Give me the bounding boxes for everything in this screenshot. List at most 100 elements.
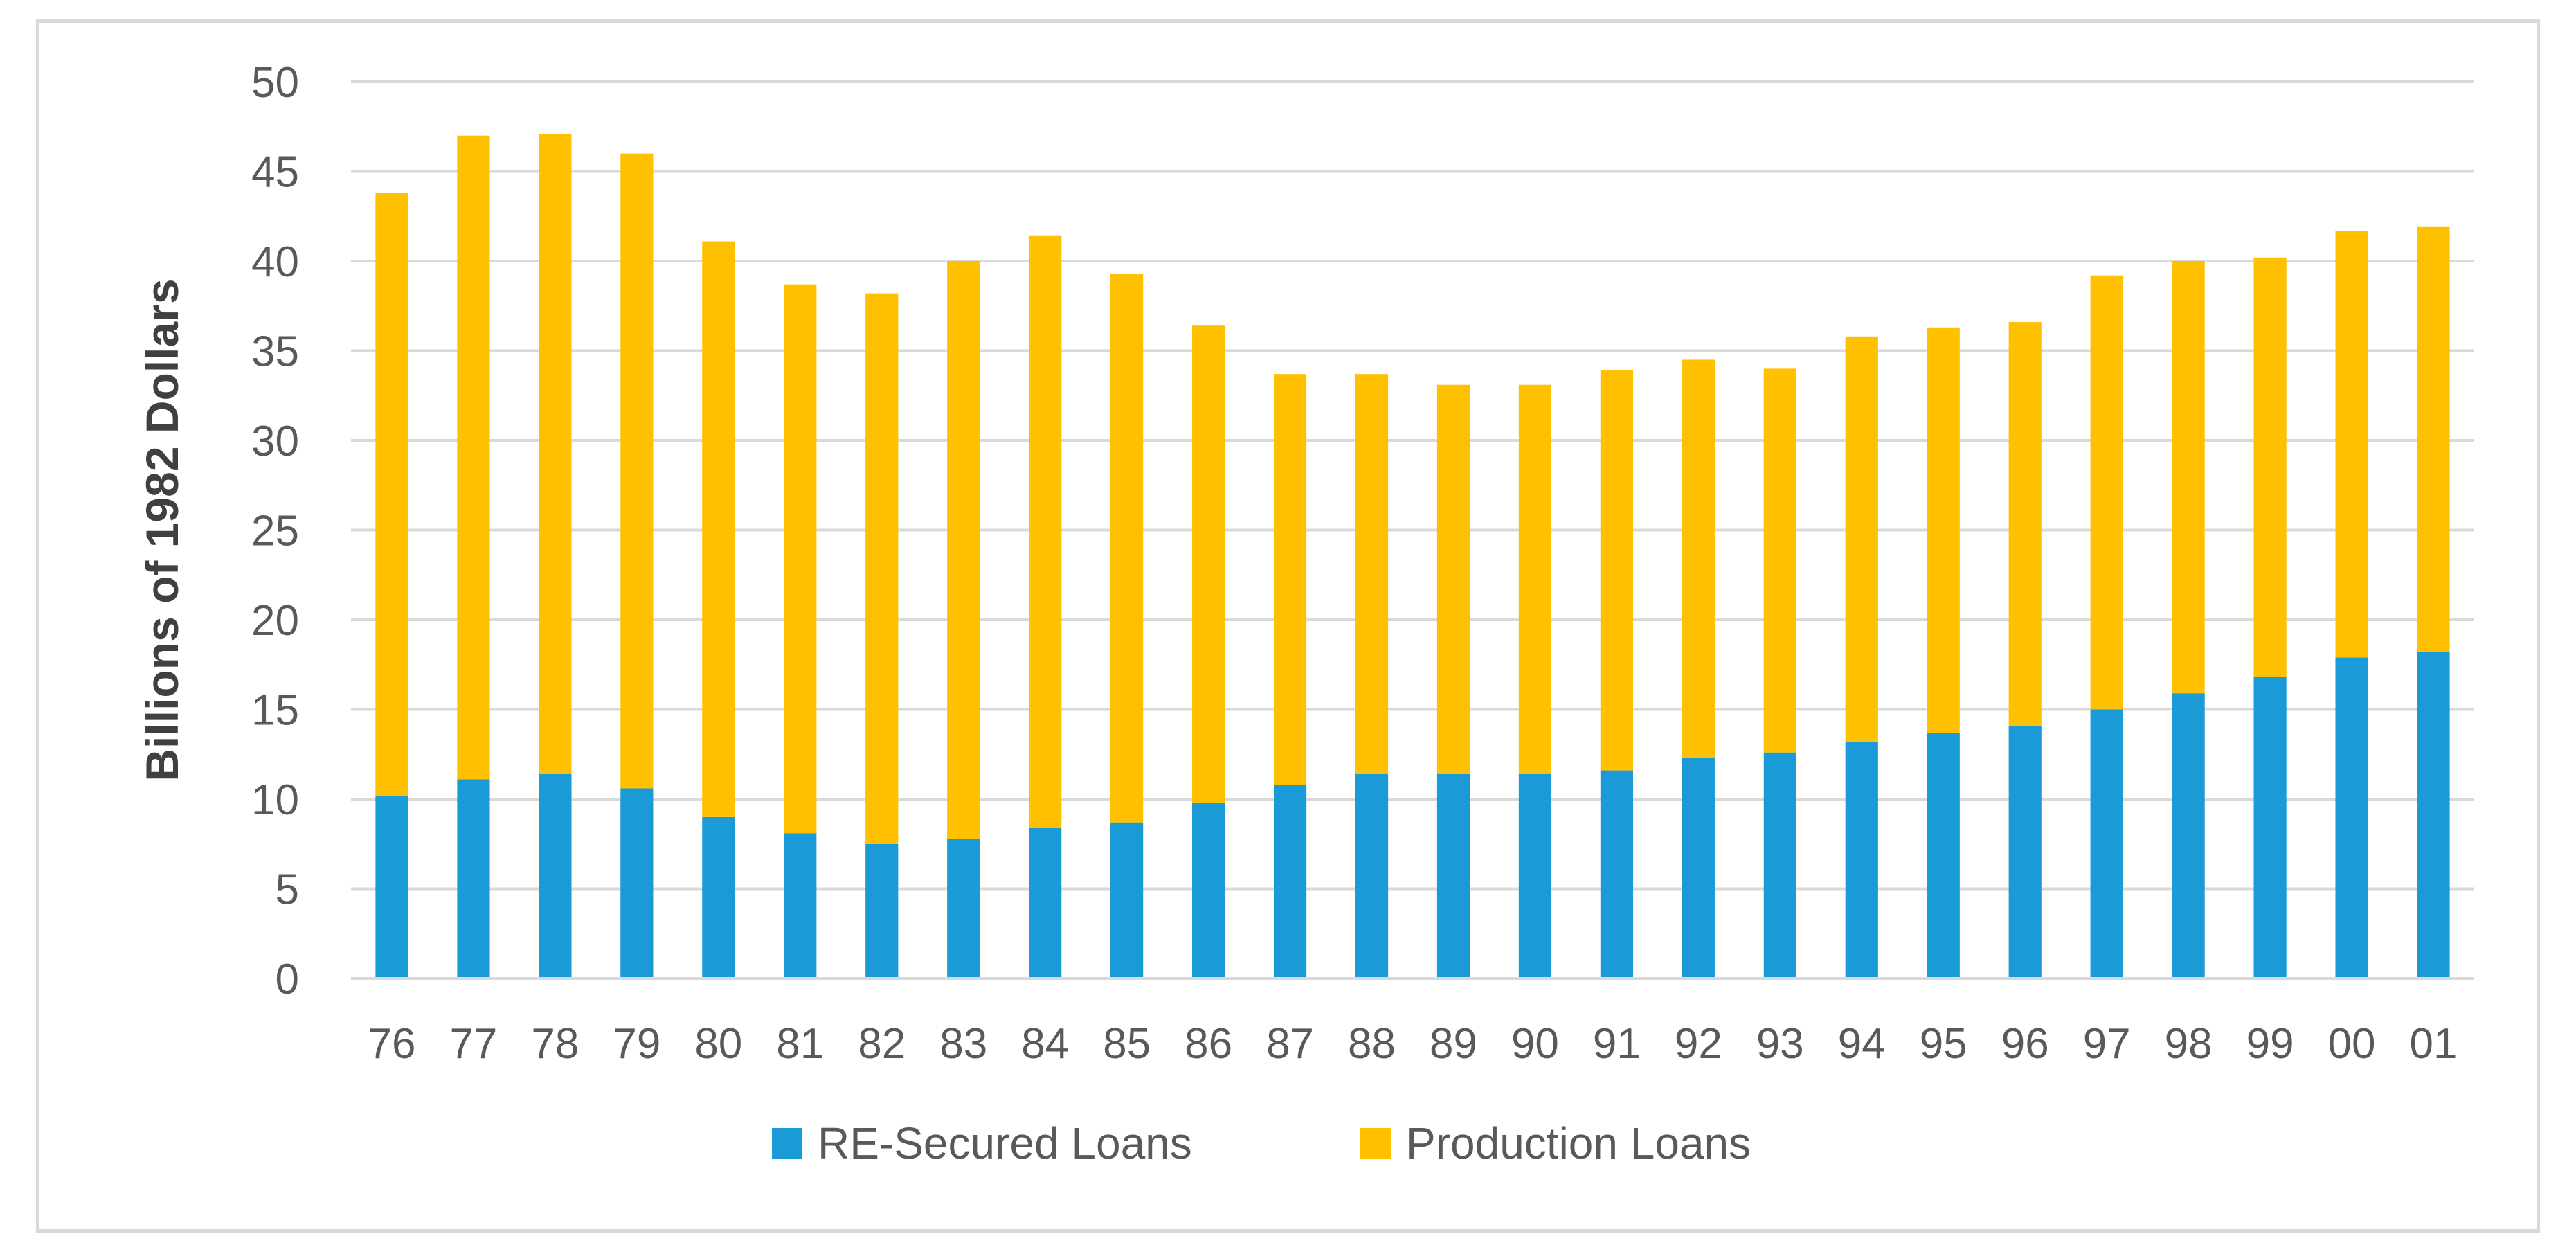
x-tick-label: 77 bbox=[449, 1020, 497, 1068]
re-secured-bar-77 bbox=[457, 779, 490, 978]
x-tick-label: 88 bbox=[1348, 1020, 1396, 1068]
re-secured-bar-84 bbox=[1029, 828, 1062, 978]
production-bar-88 bbox=[1355, 374, 1389, 774]
re-secured-bar-01 bbox=[2417, 652, 2450, 978]
re-secured-bar-87 bbox=[1273, 785, 1307, 978]
y-tick-label: 10 bbox=[251, 776, 299, 824]
legend-swatch-production bbox=[1360, 1128, 1391, 1159]
production-bar-86 bbox=[1192, 325, 1225, 803]
production-bar-97 bbox=[2090, 275, 2123, 710]
x-tick-label: 84 bbox=[1021, 1020, 1069, 1068]
x-tick-label: 87 bbox=[1266, 1020, 1314, 1068]
production-bar-76 bbox=[375, 193, 408, 796]
production-bar-82 bbox=[865, 293, 899, 844]
y-tick-label: 5 bbox=[276, 866, 299, 914]
re-secured-bar-93 bbox=[1763, 752, 1796, 978]
legend-swatch-re-secured bbox=[772, 1128, 802, 1159]
re-secured-bar-97 bbox=[2090, 709, 2123, 978]
stacked-bar-chart: 0 5 10 15 20 25 30 35 40 45 50 76 77 78 79 80 81 82 83 84 8… bbox=[136, 59, 2474, 1168]
production-bar-84 bbox=[1029, 235, 1062, 828]
re-secured-bar-83 bbox=[947, 838, 980, 978]
legend-label-production: Production Loans bbox=[1406, 1118, 1751, 1168]
re-secured-bar-76 bbox=[375, 795, 408, 978]
y-axis-ticks: 0 5 10 15 20 25 30 35 40 45 50 bbox=[251, 59, 299, 1003]
production-bar-01 bbox=[2417, 226, 2450, 652]
re-secured-bar-78 bbox=[539, 773, 572, 978]
re-secured-bar-92 bbox=[1682, 758, 1715, 978]
re-secured-bar-91 bbox=[1600, 770, 1633, 978]
x-tick-label: 93 bbox=[1756, 1020, 1804, 1068]
production-bar-83 bbox=[947, 261, 980, 839]
gridlines bbox=[351, 80, 2474, 891]
x-tick-label: 97 bbox=[2083, 1020, 2131, 1068]
x-tick-label: 85 bbox=[1103, 1020, 1151, 1068]
production-bar-91 bbox=[1600, 370, 1633, 771]
re-secured-bar-82 bbox=[865, 843, 899, 978]
production-bar-81 bbox=[784, 284, 817, 834]
chart-frame: 0 5 10 15 20 25 30 35 40 45 50 76 77 78 79 80 81 82 83 84 8… bbox=[36, 19, 2540, 1233]
y-tick-label: 40 bbox=[251, 238, 299, 286]
x-tick-label: 79 bbox=[613, 1020, 660, 1068]
x-tick-label: 90 bbox=[1511, 1020, 1559, 1068]
production-bar-98 bbox=[2172, 261, 2205, 694]
re-secured-bar-86 bbox=[1192, 803, 1225, 978]
x-tick-label: 96 bbox=[2001, 1020, 2049, 1068]
y-tick-label: 15 bbox=[251, 687, 299, 735]
x-tick-label: 94 bbox=[1838, 1020, 1886, 1068]
x-tick-label: 00 bbox=[2328, 1020, 2376, 1068]
y-tick-label: 20 bbox=[251, 597, 299, 645]
production-bar-89 bbox=[1436, 384, 1470, 774]
production-bar-99 bbox=[2253, 257, 2287, 677]
re-secured-bar-85 bbox=[1110, 822, 1144, 978]
re-secured-bar-88 bbox=[1355, 773, 1389, 978]
re-secured-bar-96 bbox=[2008, 725, 2042, 978]
y-tick-label: 0 bbox=[276, 956, 299, 1003]
production-bar-78 bbox=[539, 134, 572, 774]
production-bar-85 bbox=[1110, 274, 1144, 823]
x-tick-label: 92 bbox=[1675, 1020, 1722, 1068]
x-tick-label: 91 bbox=[1593, 1020, 1641, 1068]
x-tick-label: 83 bbox=[939, 1020, 987, 1068]
production-bar-80 bbox=[702, 241, 735, 817]
x-tick-label: 82 bbox=[858, 1020, 906, 1068]
re-secured-bar-89 bbox=[1436, 773, 1470, 978]
x-tick-label: 81 bbox=[776, 1020, 824, 1068]
production-bar-77 bbox=[457, 135, 490, 780]
y-tick-label: 30 bbox=[251, 418, 299, 465]
re-secured-bar-95 bbox=[1927, 733, 1960, 978]
production-bar-94 bbox=[1845, 336, 1878, 742]
legend-label-re-secured: RE-Secured Loans bbox=[818, 1118, 1192, 1168]
production-bar-90 bbox=[1518, 384, 1552, 774]
x-tick-label: 89 bbox=[1430, 1020, 1477, 1068]
production-bar-00 bbox=[2335, 230, 2368, 658]
re-secured-bar-94 bbox=[1845, 742, 1878, 978]
re-secured-bar-90 bbox=[1518, 773, 1552, 978]
production-bar-87 bbox=[1273, 374, 1307, 785]
bars bbox=[375, 134, 2450, 978]
x-tick-label: 78 bbox=[531, 1020, 579, 1068]
x-tick-label: 95 bbox=[1920, 1020, 1967, 1068]
production-bar-93 bbox=[1763, 368, 1796, 753]
x-tick-label: 76 bbox=[368, 1020, 415, 1068]
re-secured-bar-00 bbox=[2335, 657, 2368, 978]
x-tick-label: 98 bbox=[2165, 1020, 2213, 1068]
x-axis-ticks: 76 77 78 79 80 81 82 83 84 85 86 87 88 89 90 91 92 93 94 95… bbox=[368, 1020, 2457, 1068]
re-secured-bar-79 bbox=[620, 788, 654, 978]
re-secured-bar-80 bbox=[702, 816, 735, 978]
y-tick-label: 35 bbox=[251, 328, 299, 376]
y-tick-label: 45 bbox=[251, 149, 299, 197]
re-secured-bar-99 bbox=[2253, 677, 2287, 978]
production-bar-96 bbox=[2008, 322, 2042, 726]
x-tick-label: 80 bbox=[694, 1020, 742, 1068]
x-tick-label: 99 bbox=[2246, 1020, 2294, 1068]
production-bar-92 bbox=[1682, 359, 1715, 758]
y-tick-label: 25 bbox=[251, 508, 299, 555]
x-tick-label: 86 bbox=[1185, 1020, 1232, 1068]
re-secured-bar-98 bbox=[2172, 693, 2205, 978]
y-axis-label: Billions of 1982 Dollars bbox=[136, 278, 188, 781]
production-bar-79 bbox=[620, 153, 654, 789]
re-secured-bar-81 bbox=[784, 833, 817, 978]
x-tick-label: 01 bbox=[2410, 1020, 2458, 1068]
legend: RE-Secured Loans Production Loans bbox=[772, 1118, 1751, 1168]
production-bar-95 bbox=[1927, 327, 1960, 733]
